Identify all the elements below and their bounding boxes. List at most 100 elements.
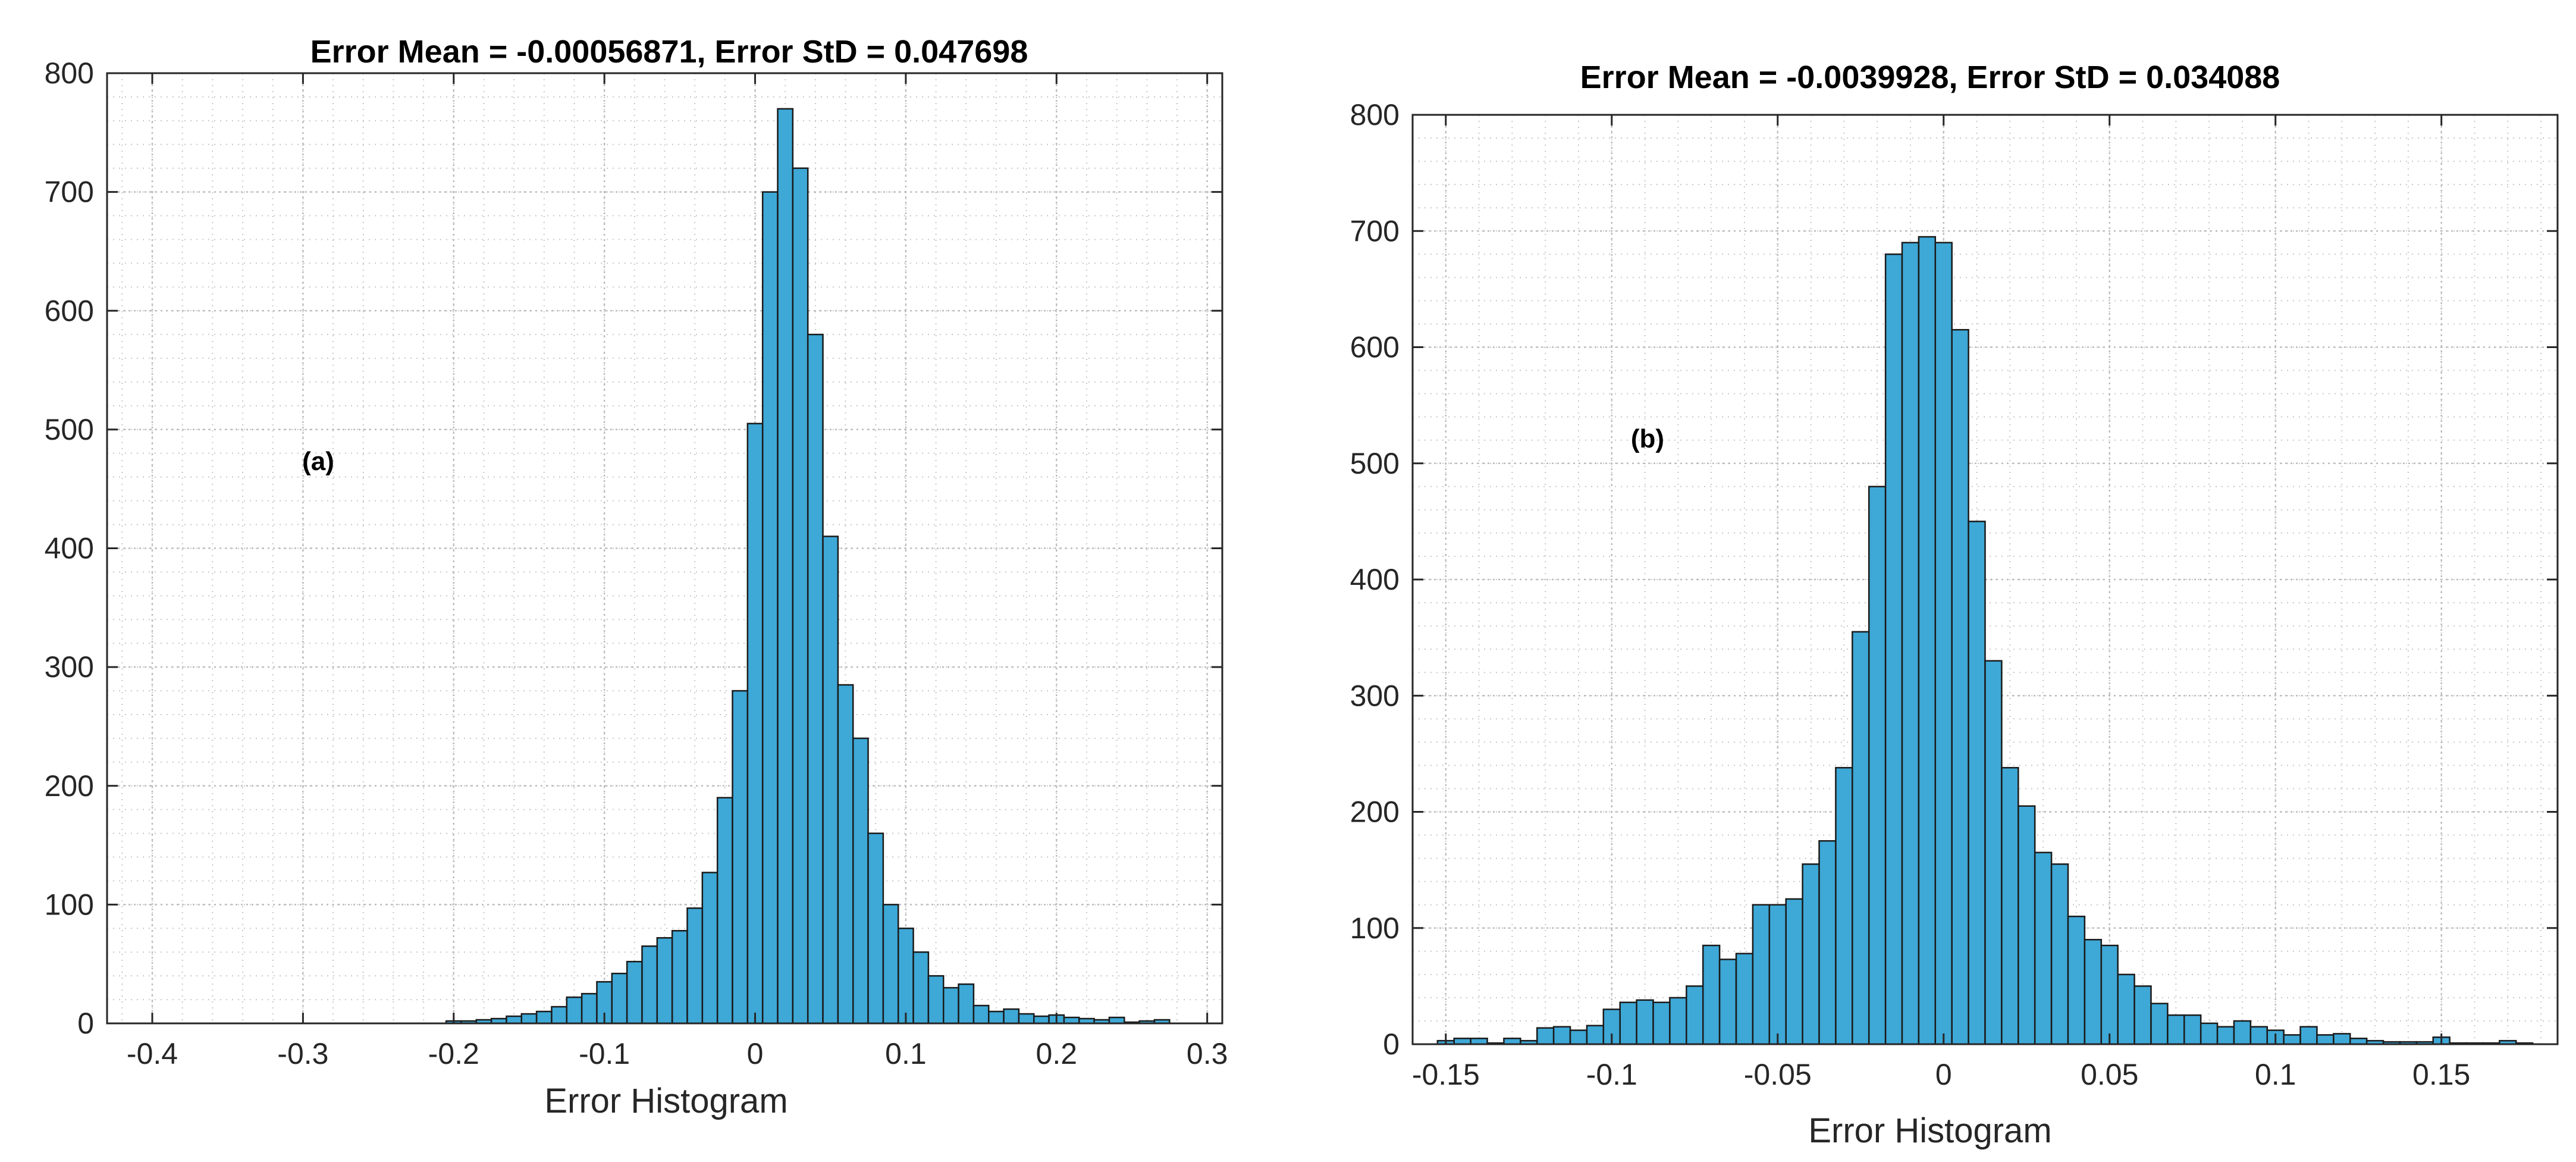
- chart-b-xtick-label: -0.15: [1412, 1058, 1480, 1091]
- chart-b-bar: [1984, 660, 2003, 1045]
- chart-a-bar: [777, 108, 794, 1025]
- chart-a-bar: [566, 996, 583, 1025]
- chart-a-ytick-label: 500: [45, 413, 94, 446]
- chart-a-xtick-label: 0.3: [1187, 1037, 1228, 1070]
- chart-b-bar: [2283, 1034, 2301, 1045]
- chart-b-bar: [1818, 840, 1837, 1045]
- chart-b-bar: [2233, 1020, 2252, 1045]
- chart-a-bar: [807, 333, 824, 1025]
- chart-a-bar: [792, 167, 809, 1025]
- chart-b-bar: [2100, 944, 2119, 1045]
- chart-b-bar: [1951, 328, 1969, 1045]
- chart-b-ytick-label: 200: [1350, 795, 1400, 829]
- chart-a-bar: [761, 191, 779, 1025]
- chart-b-xtick-label: 0.05: [2081, 1058, 2138, 1091]
- chart-b-ytick-label: 500: [1350, 447, 1400, 480]
- chart-a-bar: [716, 797, 733, 1025]
- chart-b-bar: [1934, 242, 1953, 1045]
- chart-b-bar: [1868, 486, 1887, 1045]
- chart-a-bar: [837, 684, 854, 1025]
- chart-b-bar: [2183, 1014, 2202, 1045]
- chart-a-ytick-label: 200: [45, 769, 94, 803]
- chart-b-ytick-label: 600: [1350, 331, 1400, 364]
- chart-a-ytick-label: 700: [45, 176, 94, 209]
- chart-a-title: Error Mean = -0.00056871, Error StD = 0.…: [310, 34, 1028, 70]
- chart-a-bar: [535, 1010, 553, 1025]
- chart-a-bar: [1033, 1015, 1050, 1025]
- chart-b-xtick-label: 0.15: [2412, 1058, 2470, 1091]
- chart-b-bar: [1785, 898, 1803, 1045]
- chart-a-xtick-label: -0.2: [428, 1037, 479, 1070]
- chart-b-bar: [2150, 1003, 2169, 1045]
- chart-b-bar: [2034, 851, 2053, 1045]
- chart-a-grid: [107, 72, 1222, 1025]
- chart-b-bar: [2249, 1026, 2268, 1045]
- chart-b-bar: [1636, 999, 1654, 1045]
- chart-a-bar: [520, 1013, 538, 1025]
- chart-a-ticks: -0.4 -0.3 -0.2 -0.1 0 0.1 0.2 0.3 0 100 200 300 400 5…: [45, 57, 1228, 1070]
- chart-b-bar: [1702, 944, 1721, 1045]
- chart-b-bar: [2299, 1026, 2318, 1045]
- chart-b-bar: [1968, 521, 1986, 1045]
- chart-b-bar: [1918, 236, 1937, 1045]
- chart-b-bar: [2133, 985, 2152, 1045]
- chart-b-bar: [2316, 1034, 2335, 1045]
- chart-b-xtick-label: 0: [1935, 1058, 1952, 1091]
- chart-b-bars: [1436, 236, 2534, 1045]
- chart-b-xtick-label: 0.1: [2255, 1058, 2296, 1091]
- chart-a-bar: [988, 1010, 1005, 1025]
- chart-b-ytick-label: 800: [1350, 98, 1400, 131]
- chart-b-bar: [1752, 904, 1771, 1045]
- chart-b-title: Error Mean = -0.0039928, Error StD = 0.0…: [1580, 59, 2280, 95]
- chart-b-bar: [1586, 1025, 1605, 1045]
- chart-a-bar: [943, 986, 959, 1025]
- chart-b-bar: [2117, 973, 2135, 1045]
- chart-b-bar: [2200, 1022, 2219, 1045]
- chart-b-bar: [1901, 242, 1920, 1045]
- chart-b-ytick-label: 300: [1350, 679, 1400, 712]
- chart-b-bar: [1619, 1001, 1637, 1045]
- chart-a-bar: [852, 737, 869, 1025]
- chart-b-bar: [1686, 985, 1704, 1045]
- chart-b-bar: [2067, 915, 2086, 1045]
- histogram-b: Error Mean = -0.0039928, Error StD = 0.0…: [1350, 59, 2559, 1150]
- chart-a-ytick-label: 100: [45, 888, 94, 921]
- chart-a-bar: [506, 1015, 523, 1025]
- chart-b-ytick-label: 700: [1350, 214, 1400, 248]
- chart-a-xtick-label: 0.2: [1036, 1037, 1078, 1070]
- chart-a-bar: [626, 960, 643, 1025]
- chart-a-bars: [445, 108, 1171, 1025]
- chart-b-bar: [1552, 1026, 1571, 1045]
- chart-a-bar: [1003, 1008, 1020, 1025]
- chart-a-bar: [927, 975, 945, 1025]
- chart-b-bar: [2084, 939, 2103, 1045]
- chart-b-bar: [1669, 997, 1687, 1045]
- chart-b-bar: [1536, 1027, 1555, 1045]
- chart-a-ytick-label: 0: [77, 1007, 94, 1040]
- chart-a-bar: [1018, 1013, 1035, 1025]
- chart-a-bar: [641, 945, 658, 1025]
- chart-b-bar: [1768, 904, 1787, 1045]
- chart-b-bar: [2333, 1033, 2351, 1045]
- chart-a-ytick-label: 600: [45, 294, 94, 327]
- chart-b-xtick-label: -0.1: [1586, 1058, 1637, 1091]
- chart-a-ytick-label: 400: [45, 532, 94, 565]
- chart-a-bar: [701, 872, 718, 1025]
- chart-a-bar: [912, 951, 930, 1025]
- chart-b-ytick-label: 400: [1350, 563, 1400, 596]
- chart-a-xtick-label: -0.1: [579, 1037, 630, 1070]
- chart-a-bar: [671, 930, 688, 1025]
- chart-b-bar: [1852, 631, 1870, 1045]
- chart-a-bar: [732, 690, 749, 1025]
- chart-a-bar: [972, 1004, 990, 1025]
- chart-a-panel-label: (a): [302, 447, 334, 476]
- chart-a-bar: [897, 928, 914, 1025]
- chart-b-bar: [1884, 253, 1903, 1045]
- chart-a-bar: [746, 422, 764, 1025]
- chart-a-bar: [958, 983, 975, 1025]
- chart-b-bar: [1735, 953, 1754, 1045]
- chart-a-bar: [656, 937, 673, 1025]
- chart-a-bar: [611, 972, 628, 1025]
- chart-a-xtick-label: -0.3: [277, 1037, 328, 1070]
